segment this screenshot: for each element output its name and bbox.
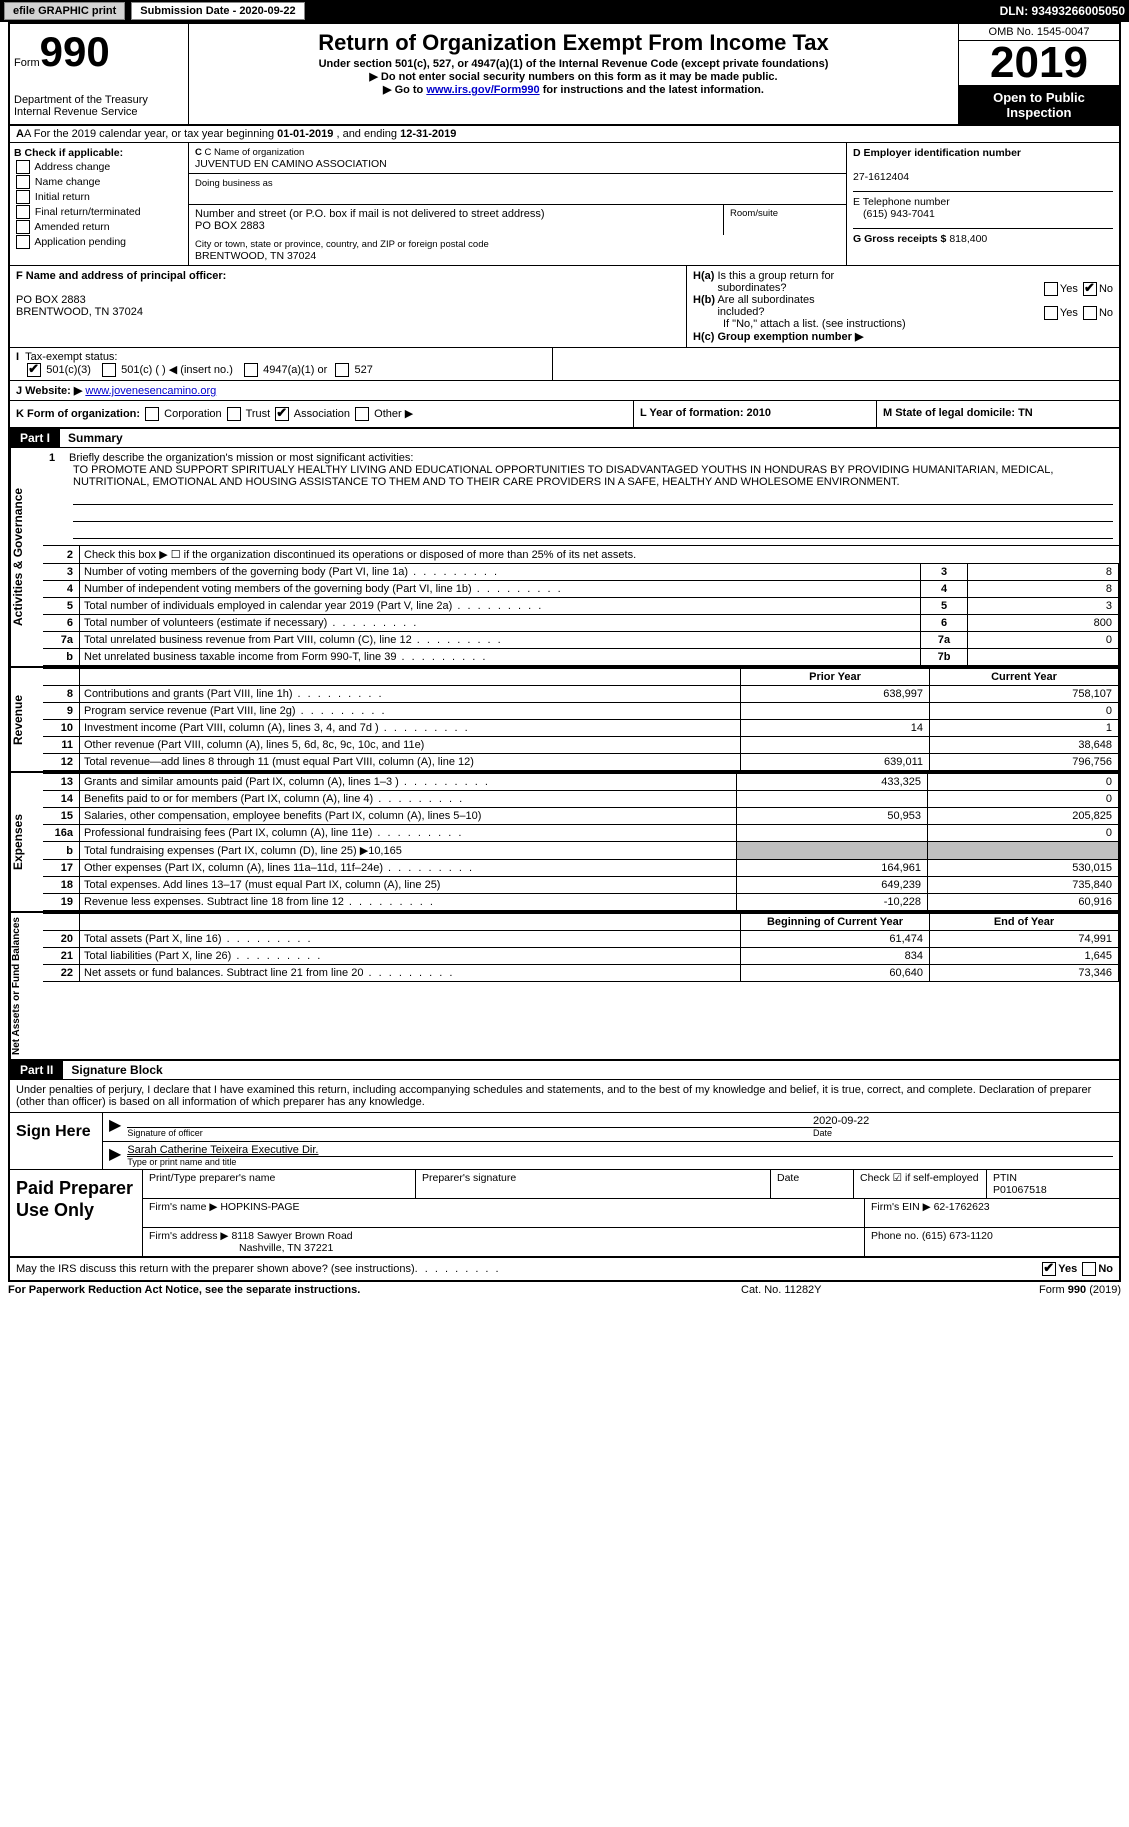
expenses-section: Expenses 13Grants and similar amounts pa…: [10, 773, 1119, 913]
city-cell: City or town, state or province, country…: [189, 235, 846, 265]
arrow-icon: ▶: [109, 1115, 121, 1139]
form-subtitle: Under section 501(c), 527, or 4947(a)(1)…: [195, 58, 952, 70]
hb-yes-checkbox[interactable]: [1044, 306, 1058, 320]
efile-button[interactable]: efile GRAPHIC print: [4, 2, 125, 20]
ein-section: D Employer identification number 27-1612…: [853, 147, 1113, 183]
check-applicable: B Check if applicable: Address change Na…: [10, 143, 189, 265]
form-990: Form990 Department of the Treasury Inter…: [8, 22, 1121, 1282]
form-header: Form990 Department of the Treasury Inter…: [10, 24, 1119, 126]
application-pending-checkbox[interactable]: [16, 235, 30, 249]
final-return-checkbox[interactable]: [16, 205, 30, 219]
expenses-table: 13Grants and similar amounts paid (Part …: [43, 773, 1119, 911]
corp-checkbox[interactable]: [145, 407, 159, 421]
sign-here-label: Sign Here: [10, 1113, 103, 1169]
governance-section: Activities & Governance 1Briefly describ…: [10, 448, 1119, 668]
arrow-icon: ▶: [109, 1144, 121, 1167]
trust-checkbox[interactable]: [227, 407, 241, 421]
ha-yes-checkbox[interactable]: [1044, 282, 1058, 296]
note-link: ▶ Go to www.irs.gov/Form990 for instruct…: [195, 83, 952, 96]
irs-discuss-row: May the IRS discuss this return with the…: [10, 1258, 1119, 1280]
527-checkbox[interactable]: [335, 363, 349, 377]
submission-date: Submission Date - 2020-09-22: [131, 2, 304, 20]
org-name-cell: C C Name of organization JUVENTUD EN CAM…: [189, 143, 846, 174]
preparer-section: Paid Preparer Use Only Print/Type prepar…: [10, 1170, 1119, 1258]
top-bar: efile GRAPHIC print Submission Date - 20…: [0, 0, 1129, 22]
paid-preparer-label: Paid Preparer Use Only: [10, 1170, 143, 1256]
name-change-checkbox[interactable]: [16, 175, 30, 189]
page-footer: For Paperwork Reduction Act Notice, see …: [8, 1284, 1121, 1296]
form-title: Return of Organization Exempt From Incom…: [195, 30, 952, 56]
amended-return-checkbox[interactable]: [16, 220, 30, 234]
dba-cell: Doing business as: [189, 174, 846, 205]
501c-checkbox[interactable]: [102, 363, 116, 377]
irs-link[interactable]: www.irs.gov/Form990: [426, 84, 539, 96]
website-row: J Website: ▶ www.jovenesencamino.org: [10, 381, 1119, 401]
perjury-text: Under penalties of perjury, I declare th…: [10, 1080, 1119, 1113]
revenue-section: Revenue Prior YearCurrent Year 8Contribu…: [10, 668, 1119, 773]
gross-receipts: G Gross receipts $ 818,400: [853, 228, 1113, 245]
501c3-checkbox[interactable]: [27, 363, 41, 377]
mission-block: 1Briefly describe the organization's mis…: [43, 448, 1119, 545]
ha-no-checkbox[interactable]: [1083, 282, 1097, 296]
initial-return-checkbox[interactable]: [16, 190, 30, 204]
irs-no-checkbox[interactable]: [1082, 1262, 1096, 1276]
dept-label: Department of the Treasury Internal Reve…: [14, 94, 184, 118]
website-link[interactable]: www.jovenesencamino.org: [85, 385, 216, 397]
address-change-checkbox[interactable]: [16, 160, 30, 174]
other-checkbox[interactable]: [355, 407, 369, 421]
governance-label: Activities & Governance: [10, 448, 43, 666]
4947-checkbox[interactable]: [244, 363, 258, 377]
net-assets-label: Net Assets or Fund Balances: [10, 913, 43, 1059]
officer-group-row: F Name and address of principal officer:…: [10, 266, 1119, 348]
net-assets-table: Beginning of Current YearEnd of Year 20T…: [43, 913, 1119, 982]
assoc-checkbox[interactable]: [275, 407, 289, 421]
entity-block: B Check if applicable: Address change Na…: [10, 143, 1119, 266]
form-number: Form990: [14, 28, 184, 76]
open-inspection: Open to Public Inspection: [959, 86, 1119, 124]
tax-year: 2019: [959, 41, 1119, 86]
dln-label: DLN: 93493266005050: [1000, 4, 1125, 18]
phone-section: E Telephone number (615) 943-7041: [853, 191, 1113, 220]
note-ssn: ▶ Do not enter social security numbers o…: [195, 70, 952, 83]
tax-year-row: AA For the 2019 calendar year, or tax ye…: [10, 126, 1119, 143]
part1-header: Part I Summary: [10, 429, 1119, 448]
governance-table: 2Check this box ▶ ☐ if the organization …: [43, 545, 1119, 666]
net-assets-section: Net Assets or Fund Balances Beginning of…: [10, 913, 1119, 1061]
address-cell: Number and street (or P.O. box if mail i…: [189, 205, 846, 235]
revenue-table: Prior YearCurrent Year 8Contributions an…: [43, 668, 1119, 771]
org-form-row: K Form of organization: Corporation Trus…: [10, 401, 1119, 429]
expenses-label: Expenses: [10, 773, 43, 911]
hb-no-checkbox[interactable]: [1083, 306, 1097, 320]
tax-exempt-row: I Tax-exempt status: 501(c)(3) 501(c) ( …: [10, 348, 1119, 381]
irs-yes-checkbox[interactable]: [1042, 1262, 1056, 1276]
signature-section: Under penalties of perjury, I declare th…: [10, 1080, 1119, 1280]
part2-header: Part II Signature Block: [10, 1061, 1119, 1080]
revenue-label: Revenue: [10, 668, 43, 771]
